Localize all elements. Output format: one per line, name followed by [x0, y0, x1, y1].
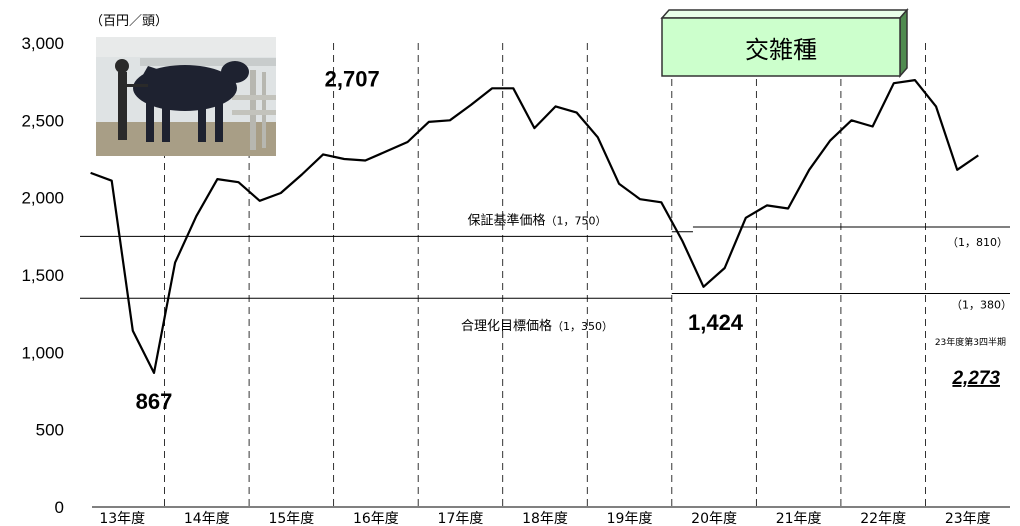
- year-separators: [164, 43, 926, 507]
- y-tick-label: 2,000: [21, 189, 64, 208]
- cattle-photo-icon: [96, 37, 276, 156]
- x-tick-label: 15年度: [268, 511, 314, 526]
- annotation-2707: 2,707: [325, 66, 380, 91]
- x-tick-label: 13年度: [99, 511, 145, 526]
- y-axis-ticks: 0 500 1,000 1,500 2,000 2,500 3,000: [21, 34, 64, 517]
- reference-lines: [80, 226, 1010, 299]
- annotation-867: 867: [136, 389, 173, 414]
- x-tick-label: 19年度: [607, 511, 653, 526]
- y-tick-label: 0: [55, 498, 64, 517]
- x-tick-label: 14年度: [184, 511, 230, 526]
- guarantee-price-label: 保証基準価格（1，750）: [467, 212, 606, 228]
- guarantee-price-value: （1，750）: [546, 214, 607, 227]
- x-axis-ticks: 13年度 14年度 15年度 16年度 17年度 18年度 19年度 20年度 21年度 22年度…: [99, 511, 990, 526]
- target-price-value: （1，350）: [552, 320, 613, 333]
- x-tick-label: 21年度: [776, 511, 822, 526]
- new-target-price-value: （1，380）: [951, 299, 1012, 312]
- unit-label: （百円／頭）: [90, 14, 168, 29]
- x-tick-label: 20年度: [691, 511, 737, 526]
- x-tick-label: 17年度: [438, 511, 484, 526]
- chart-title: 交雑種: [745, 36, 817, 64]
- new-guarantee-price-value: （1，810）: [947, 236, 1008, 249]
- annotation-latest-value: 2,273: [951, 368, 1000, 389]
- guarantee-price-name: 保証基準価格: [467, 212, 545, 228]
- y-tick-label: 1,000: [21, 343, 64, 362]
- series-line: [90, 78, 979, 374]
- chart-title-box: 交雑種: [660, 8, 909, 78]
- x-tick-label: 16年度: [353, 511, 399, 526]
- target-price-label: 合理化目標価格（1，350）: [461, 318, 613, 334]
- annotation-1424: 1,424: [688, 310, 744, 335]
- x-tick-label: 22年度: [860, 511, 906, 526]
- target-price-name: 合理化目標価格: [461, 318, 552, 334]
- series-line-group: [90, 78, 979, 374]
- x-tick-label: 23年度: [945, 511, 991, 526]
- y-tick-label: 3,000: [21, 34, 64, 53]
- y-tick-label: 2,500: [21, 111, 64, 130]
- x-tick-label: 18年度: [522, 511, 568, 526]
- y-tick-label: 500: [36, 421, 64, 440]
- y-tick-label: 1,500: [21, 266, 64, 285]
- annotation-latest-period: 23年度第3四半期: [935, 336, 1006, 348]
